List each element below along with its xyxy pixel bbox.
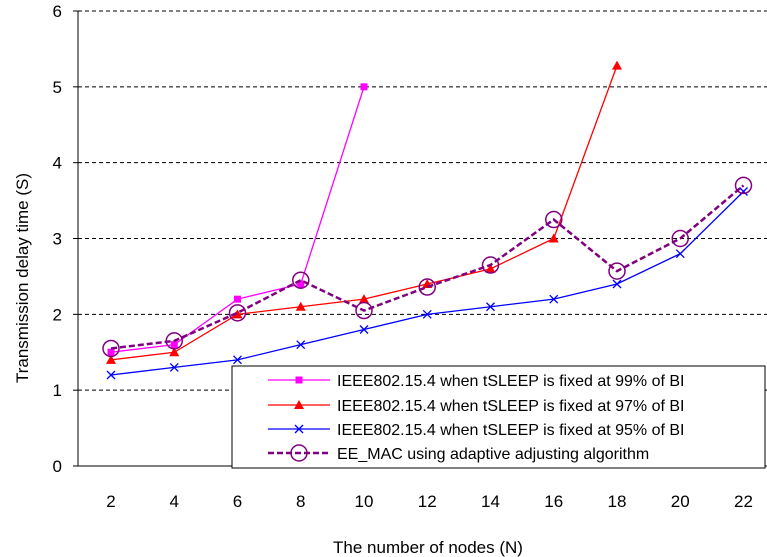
series-2-point-4-stroke-b [359,325,369,334]
series-3-point-9 [671,229,689,248]
series-2-point-7 [549,294,559,304]
x-tick-label-10: 22 [734,492,753,511]
series-0-point-3 [297,280,305,288]
series-3-point-7 [545,210,563,229]
y-tick-label-1: 1 [53,381,62,400]
series-2-point-5 [422,309,432,319]
series-2-point-3-stroke-b [296,340,306,350]
series-2-point-6 [486,302,495,312]
series-3-point-2 [228,304,247,322]
series-2 [106,187,748,380]
y-tick-labels: 0 1 2 3 4 5 6 [53,2,62,476]
series-2-point-10 [739,187,748,196]
x-tick-label-6: 14 [481,492,500,511]
y-tick-label-6: 6 [53,2,62,21]
legend: IEEE802.15.4 when tSLEEP is fixed at 99%… [231,365,766,469]
x-tick-label-7: 16 [544,492,563,511]
x-tick-labels: 2 4 6 8 10 12 14 16 18 20 22 [106,492,753,511]
series-2-point-2-stroke-b [233,355,242,365]
series-2-point-8 [612,279,622,289]
series-3-point-8 [608,262,626,280]
legend-marker-2-stroke-b [294,424,304,434]
series-3-point-0 [102,339,120,358]
y-axis-label: Transmission delay time (S) [13,173,32,383]
series-2-point-9 [675,249,685,259]
legend-marker-2 [294,424,304,434]
series-3-point-1 [165,332,183,350]
series-2-point-1 [169,362,179,372]
series-2-point-5-stroke-b [422,309,432,319]
x-tick-label-3: 8 [296,492,305,511]
y-tick-label-2: 2 [53,305,62,324]
gridlines [78,10,767,391]
series-2-point-8-stroke-b [612,279,622,289]
series-1-line [110,65,618,361]
x-tick-label-4: 10 [355,492,374,511]
legend-marker-0 [295,376,303,384]
series-3-point-3 [292,271,310,289]
series-1-point-0 [106,354,116,364]
series-1-point-1 [169,347,180,357]
x-axis-label: The number of nodes (N) [333,538,523,557]
series-1-point-8 [612,60,622,70]
series-2-point-2 [233,355,242,365]
x-tick-label-1: 4 [170,492,179,511]
legend-box [231,365,766,469]
series-1-point-7 [548,233,559,243]
series-2-point-10-stroke-b [739,187,748,196]
series-3-point-6 [481,256,500,274]
x-tick-label-0: 2 [106,492,115,511]
series-3 [102,176,753,358]
legend-marker-1 [294,400,304,409]
series-2-point-6-stroke-b [486,302,495,312]
series-3-point-4 [355,301,373,320]
series-0 [107,83,368,356]
series-2-point-1-stroke-b [169,362,179,372]
series-3-line [110,184,745,350]
series-2-point-4 [359,325,369,334]
series-2-point-0 [106,370,116,380]
legend-label-1: IEEE802.15.4 when tSLEEP is fixed at 97%… [337,398,684,415]
y-tick-label-5: 5 [53,78,62,97]
series-1-point-4 [359,294,369,304]
x-tick-label-5: 12 [418,492,437,511]
series-3-point-10 [734,176,753,195]
legend-label-3: EE_MAC using adaptive adjusting algorith… [337,446,649,463]
series-2-point-0-stroke-b [106,370,116,380]
y-tick-label-4: 4 [53,154,62,173]
series-1-point-6 [485,263,496,273]
y-tick-label-0: 0 [53,457,62,476]
y-tick-label-3: 3 [53,230,62,249]
x-tick-label-9: 20 [671,492,690,511]
series-0-point-1 [170,341,178,349]
series-0-point-4 [360,83,368,91]
series-2-point-3 [296,340,306,350]
legend-label-0: IEEE802.15.4 when tSLEEP is fixed at 99%… [337,373,684,390]
series-0-point-2 [234,295,241,303]
series-2-point-7-stroke-b [549,294,559,304]
series-0-point-0 [107,348,115,356]
series-1-point-2 [232,309,243,319]
legend-label-2: IEEE802.15.4 when tSLEEP is fixed at 95%… [337,422,684,439]
x-tick-label-2: 6 [233,492,242,511]
series-layer [102,60,753,380]
series-1-point-3 [295,301,306,311]
series-1 [106,60,622,364]
legend-marker-3 [290,444,308,462]
x-tick-label-8: 18 [608,492,627,511]
series-2-point-9-stroke-b [675,249,685,259]
series-3-point-5 [418,278,436,296]
